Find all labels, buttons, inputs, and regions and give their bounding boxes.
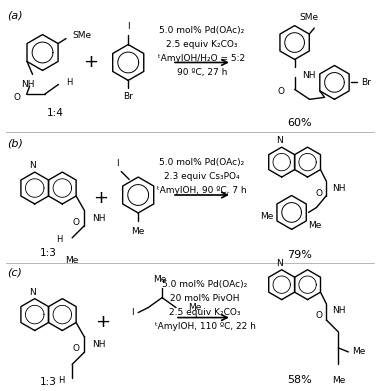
Text: Br: Br	[123, 92, 133, 101]
Text: N: N	[29, 161, 36, 170]
Text: Me: Me	[352, 348, 366, 357]
Text: 5.0 mol% Pd(OAc)₂: 5.0 mol% Pd(OAc)₂	[159, 26, 245, 35]
Text: ᵗAmylOH/H₂O = 5:2: ᵗAmylOH/H₂O = 5:2	[158, 54, 245, 63]
Text: I: I	[131, 308, 133, 317]
Text: 2.5 equiv K₂CO₃: 2.5 equiv K₂CO₃	[169, 308, 241, 317]
Text: SMe: SMe	[299, 13, 319, 22]
Text: N: N	[29, 288, 36, 297]
Text: 5.0 mol% Pd(OAc)₂: 5.0 mol% Pd(OAc)₂	[159, 158, 245, 167]
Text: O: O	[315, 188, 322, 197]
Text: NH: NH	[92, 214, 106, 223]
Text: Me: Me	[65, 256, 79, 265]
Text: NH: NH	[332, 306, 346, 315]
Text: O: O	[73, 218, 80, 227]
Text: (c): (c)	[7, 268, 22, 278]
Text: 2.3 equiv Cs₃PO₄: 2.3 equiv Cs₃PO₄	[164, 172, 240, 181]
Text: 60%: 60%	[287, 118, 312, 128]
Text: O: O	[315, 311, 322, 320]
Text: Me: Me	[131, 227, 145, 236]
Text: +: +	[95, 312, 110, 330]
Text: Me: Me	[332, 376, 345, 385]
Text: (b): (b)	[7, 138, 22, 148]
Text: 5.0 mol% Pd(OAc)₂: 5.0 mol% Pd(OAc)₂	[162, 280, 248, 289]
Text: ᵗAmylOH, 90 ºC, 7 h: ᵗAmylOH, 90 ºC, 7 h	[157, 185, 247, 194]
Text: I: I	[127, 22, 130, 30]
Text: 90 ºC, 27 h: 90 ºC, 27 h	[177, 68, 227, 77]
Text: N: N	[276, 259, 283, 268]
Text: Me: Me	[308, 221, 321, 230]
Text: ᵗAmylOH, 110 ºC, 22 h: ᵗAmylOH, 110 ºC, 22 h	[155, 322, 255, 331]
Text: 1:3: 1:3	[40, 377, 57, 387]
Text: NH: NH	[332, 183, 346, 192]
Text: I: I	[116, 158, 119, 167]
Text: (a): (a)	[7, 11, 22, 21]
Text: H: H	[58, 376, 64, 385]
Text: 20 mol% PivOH: 20 mol% PivOH	[170, 294, 240, 303]
Text: NH: NH	[302, 72, 316, 81]
Text: Me: Me	[260, 212, 274, 221]
Text: H: H	[56, 235, 62, 244]
Text: Br: Br	[361, 78, 371, 87]
Text: Me: Me	[188, 303, 201, 312]
Text: O: O	[73, 344, 80, 353]
Text: Me: Me	[154, 275, 167, 284]
Text: +: +	[93, 189, 108, 207]
Text: 58%: 58%	[287, 375, 312, 386]
Text: 79%: 79%	[287, 250, 312, 260]
Text: +: +	[83, 54, 98, 72]
Text: 2.5 equiv K₂CO₃: 2.5 equiv K₂CO₃	[166, 40, 238, 49]
Text: N: N	[276, 136, 283, 145]
Text: NH: NH	[21, 81, 34, 90]
Text: O: O	[278, 87, 285, 96]
Text: O: O	[13, 93, 20, 102]
Text: NH: NH	[92, 341, 106, 350]
Text: 1:4: 1:4	[47, 108, 64, 118]
Text: SMe: SMe	[72, 31, 91, 40]
Text: 1:3: 1:3	[40, 248, 57, 258]
Text: H: H	[66, 78, 73, 87]
